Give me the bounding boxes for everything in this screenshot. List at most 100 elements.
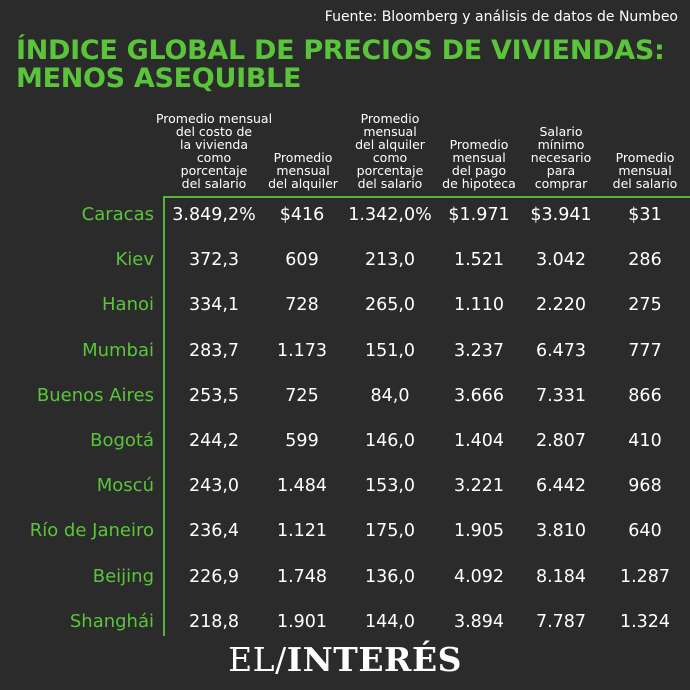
- column-header-line: mensual: [276, 163, 330, 178]
- column-header-line: la vivienda: [179, 137, 249, 152]
- column-header-line: Promedio: [360, 111, 420, 126]
- row-label: Moscú: [96, 475, 154, 497]
- table-cell: 275: [628, 295, 662, 316]
- table-cell: 7.331: [535, 385, 587, 406]
- table-cell: 1.404: [453, 431, 505, 451]
- brand-logo: EL/INTERÉS: [0, 640, 690, 679]
- table-cell: 6.473: [535, 340, 587, 361]
- column-header-line: comprar: [534, 176, 588, 191]
- row-label: Hanoi: [102, 294, 154, 316]
- table-row: Mumbai 283,7 1.173 151,0 3.237 6.473 777: [0, 336, 690, 366]
- table-cell: 4.092: [453, 566, 505, 587]
- table-cell: 3.221: [453, 476, 505, 497]
- table-cell: 1.121: [276, 521, 328, 542]
- table-row: Moscú 243,0 1.484 153,0 3.221 6.442 968: [0, 471, 690, 501]
- table-cell: 283,7: [188, 340, 240, 361]
- table-cell: 1.287: [619, 566, 671, 587]
- column-header: Salario mínimo necesario para comprar: [521, 125, 601, 190]
- table-row: Kiev 372,3 609 213,0 1.521 3.042 286: [0, 245, 690, 275]
- logo-slash: /: [275, 640, 287, 679]
- column-header-line: como: [196, 150, 232, 165]
- table-cell: 1.748: [276, 566, 328, 587]
- column-header-line: Promedio: [449, 137, 509, 152]
- table-cell: 218,8: [188, 611, 240, 632]
- column-header: Promedio mensual del alquiler como porcentaj…: [343, 112, 437, 190]
- table-cell: 3.666: [453, 385, 505, 406]
- table-row: Bogotá 244,2 599 146,0 1.404 2.807 410: [0, 426, 690, 456]
- table-cell: $3.941: [530, 205, 592, 225]
- logo-right: INTERÉS: [286, 640, 462, 679]
- table-cell: 725: [285, 385, 319, 406]
- table-cell: 1.173: [276, 340, 328, 361]
- row-label: Caracas: [81, 204, 154, 225]
- table-cell: 243,0: [188, 476, 240, 497]
- table-cell: 1.110: [453, 295, 505, 316]
- column-header-line: Salario: [539, 124, 583, 139]
- table-row: Río de Janeiro 236,4 1.121 175,0 1.905 3.810 6…: [0, 516, 690, 546]
- table-cell: 1.484: [276, 476, 328, 497]
- row-label: Río de Janeiro: [29, 520, 154, 542]
- column-header-line: mensual: [363, 124, 417, 139]
- row-label: Mumbai: [82, 339, 154, 361]
- table-cell: 3.237: [453, 340, 505, 361]
- column-header-line: como: [372, 150, 408, 165]
- row-label: Kiev: [115, 249, 154, 271]
- table-cell: 372,3: [188, 250, 240, 271]
- table-cell: 6.442: [535, 476, 587, 497]
- table-cell: 3.042: [535, 250, 587, 271]
- table-row: Buenos Aires 253,5 725 84,0 3.666 7.331 866: [0, 381, 690, 411]
- table-cell: 2.220: [535, 295, 587, 316]
- column-header-line: del salario: [612, 176, 678, 191]
- column-header-line: del alquiler: [355, 137, 425, 152]
- table-row: Caracas 3.849,2% $416 1.342,0% $1.971 $3.941 $…: [0, 200, 690, 230]
- source-note: Fuente: Bloomberg y análisis de datos de…: [324, 9, 678, 25]
- column-header-line: del alquiler: [268, 176, 338, 191]
- table-cell: 236,4: [188, 521, 240, 542]
- table-cell: 777: [628, 340, 662, 361]
- row-label: Beijing: [92, 565, 154, 587]
- table-row: Shanghái 218,8 1.901 144,0 3.894 7.787 1.324: [0, 607, 690, 637]
- column-header-line: porcentaje: [180, 163, 248, 178]
- column-header-line: mensual: [452, 150, 506, 165]
- table-cell: 334,1: [188, 295, 240, 316]
- table-cell: $1.971: [448, 205, 510, 225]
- column-header: Promedio mensual del alquiler: [263, 151, 343, 190]
- column-header-line: para: [546, 163, 576, 178]
- title-line: ÍNDICE GLOBAL DE PRECIOS DE VIVIENDAS:: [16, 35, 665, 66]
- table-cell: $416: [279, 205, 325, 225]
- column-header: Promedio mensual del costo de la vivienda c…: [146, 112, 282, 190]
- column-header-line: mínimo: [537, 137, 585, 152]
- table-cell: 410: [628, 431, 662, 451]
- title-line: MENOS ASEQUIBLE: [16, 63, 302, 94]
- row-label: Buenos Aires: [36, 384, 154, 406]
- table-cell: 3.849,2%: [172, 205, 256, 225]
- column-header-line: porcentaje: [356, 163, 424, 178]
- table-cell: 728: [285, 295, 319, 316]
- chart-title: ÍNDICE GLOBAL DE PRECIOS DE VIVIENDAS: M…: [16, 37, 681, 93]
- table-cell: 968: [628, 476, 662, 497]
- table-row: Hanoi 334,1 728 265,0 1.110 2.220 275: [0, 290, 690, 320]
- table-cell: 640: [628, 521, 662, 542]
- table-cell: 265,0: [364, 295, 416, 316]
- table-cell: 244,2: [188, 431, 240, 451]
- column-header-line: Promedio: [615, 150, 675, 165]
- column-header-line: Promedio: [273, 150, 333, 165]
- table-cell: 1.905: [453, 521, 505, 542]
- table-horizontal-divider: [163, 196, 690, 198]
- column-header-line: de hipoteca: [442, 176, 516, 191]
- table-cell: 175,0: [364, 521, 416, 542]
- table-cell: 253,5: [188, 385, 240, 406]
- column-header: Promedio mensual del salario: [600, 151, 690, 190]
- table-cell: 1.324: [619, 611, 671, 632]
- column-header-line: del salario: [181, 176, 247, 191]
- table-cell: 3.810: [535, 521, 587, 542]
- table-row: Beijing 226,9 1.748 136,0 4.092 8.184 1.287: [0, 562, 690, 592]
- column-header-line: mensual: [618, 163, 672, 178]
- table-cell: 2.807: [535, 431, 587, 451]
- table-cell: 144,0: [364, 611, 416, 632]
- table-cell: $31: [628, 205, 662, 225]
- column-header-line: del salario: [357, 176, 423, 191]
- row-label: Shanghái: [69, 610, 154, 632]
- logo-left: EL: [228, 640, 276, 679]
- row-label: Bogotá: [90, 430, 154, 451]
